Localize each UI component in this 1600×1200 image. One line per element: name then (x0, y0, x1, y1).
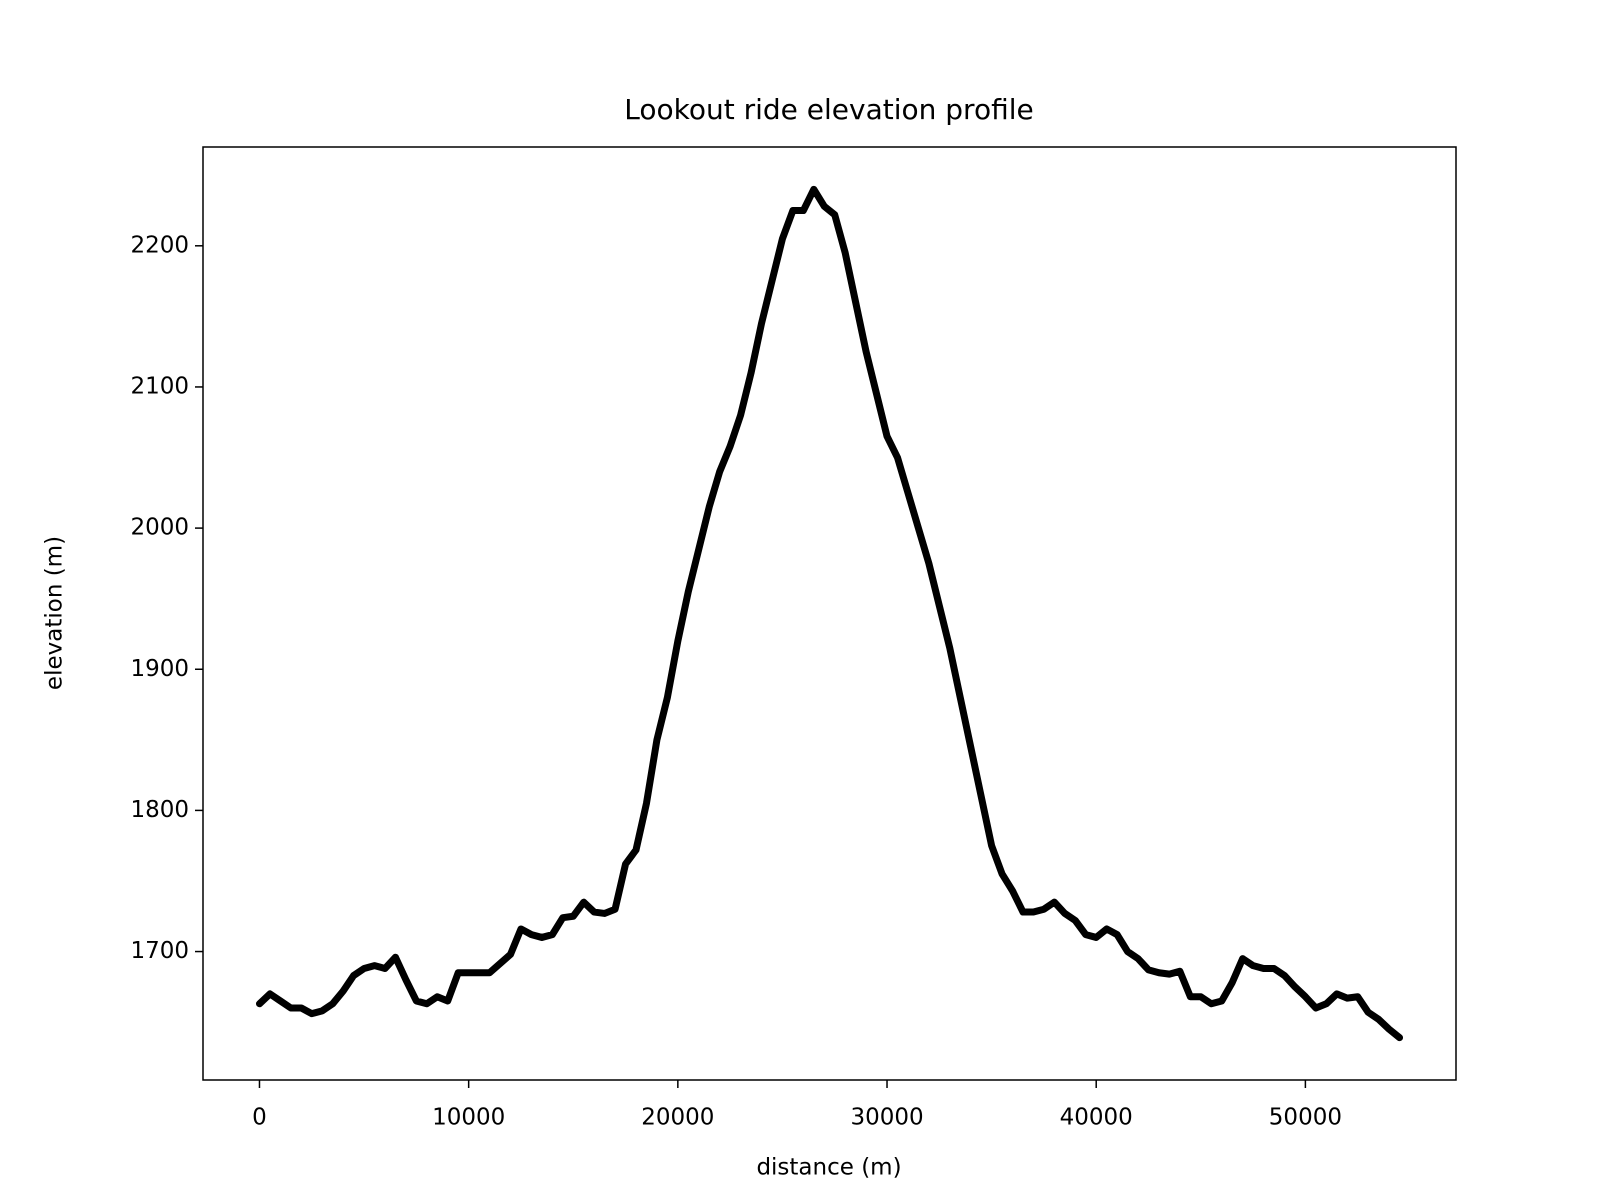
y-tick-label: 1900 (130, 656, 189, 682)
x-tick-label: 0 (252, 1105, 267, 1131)
x-axis-label: distance (m) (756, 1155, 901, 1181)
x-tick-label: 30000 (850, 1105, 923, 1131)
chart-title: Lookout ride elevation profile (624, 93, 1033, 126)
x-tick-label: 10000 (432, 1105, 505, 1131)
y-tick-label: 1800 (130, 797, 189, 823)
y-tick-label: 2200 (130, 232, 189, 258)
x-tick-label: 50000 (1269, 1105, 1342, 1131)
y-tick-label: 2000 (130, 515, 189, 541)
y-axis-label: elevation (m) (42, 536, 68, 690)
plot-frame (202, 146, 1457, 1081)
line-series (255, 185, 1404, 1042)
y-tick-label: 1700 (130, 938, 189, 964)
x-tick-label: 40000 (1060, 1105, 1133, 1131)
y-tick-label: 2100 (130, 373, 189, 399)
x-tick-label: 20000 (641, 1105, 714, 1131)
